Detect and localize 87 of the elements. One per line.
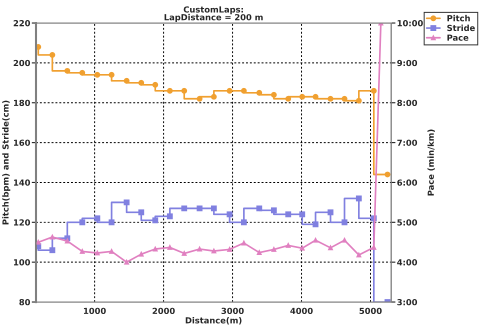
point bbox=[356, 98, 362, 104]
point bbox=[356, 195, 362, 202]
point bbox=[342, 96, 348, 102]
y-tick-label: 80 bbox=[19, 299, 30, 306]
point bbox=[64, 68, 70, 74]
point bbox=[152, 217, 158, 224]
point bbox=[167, 244, 172, 250]
point bbox=[342, 219, 348, 226]
y-tick-label: 220 bbox=[14, 20, 30, 26]
point bbox=[328, 96, 334, 102]
y-tick-label: 140 bbox=[14, 179, 30, 186]
point bbox=[79, 219, 86, 226]
legend-label: Pace bbox=[447, 34, 468, 41]
point bbox=[166, 88, 173, 94]
point bbox=[124, 199, 130, 206]
point bbox=[49, 247, 56, 254]
point bbox=[108, 219, 115, 226]
x-tick-label: 5000 bbox=[360, 308, 382, 314]
x-tick-label: 1000 bbox=[84, 308, 106, 314]
point bbox=[384, 172, 390, 178]
y-axis-title: Pitch(bpm) and Stride(cm) bbox=[2, 100, 10, 224]
point bbox=[196, 205, 203, 212]
point bbox=[124, 260, 130, 265]
y-tick-label: 100 bbox=[14, 259, 30, 266]
y2-tick-label: 7:00 bbox=[397, 140, 418, 146]
point bbox=[240, 88, 247, 94]
y-tick-label: 160 bbox=[14, 140, 30, 146]
point bbox=[166, 213, 173, 220]
point bbox=[342, 238, 347, 243]
point bbox=[152, 82, 158, 88]
point bbox=[370, 88, 377, 94]
y2-tick-label: 4:00 bbox=[397, 259, 418, 266]
point bbox=[313, 238, 318, 243]
y-tick-label: 120 bbox=[14, 219, 30, 226]
point bbox=[94, 215, 100, 222]
point bbox=[300, 246, 305, 251]
point bbox=[270, 92, 277, 98]
x-tick-label: 4000 bbox=[290, 308, 313, 314]
point bbox=[270, 207, 277, 214]
y2-axis-title: Pace (min/km) bbox=[427, 130, 435, 196]
point bbox=[181, 88, 188, 94]
point bbox=[108, 72, 115, 78]
point bbox=[138, 209, 144, 216]
point bbox=[256, 90, 262, 96]
point bbox=[312, 94, 318, 100]
y2-tick-label: 8:00 bbox=[397, 100, 418, 106]
y2-tick-label: 3:00 bbox=[397, 299, 418, 306]
point bbox=[94, 72, 100, 78]
point bbox=[181, 205, 188, 212]
point bbox=[240, 219, 247, 226]
point bbox=[79, 70, 86, 76]
point bbox=[285, 96, 292, 102]
point bbox=[312, 221, 318, 228]
y2-tick-label: 6:00 bbox=[397, 179, 418, 186]
point bbox=[299, 211, 306, 218]
point bbox=[271, 246, 276, 252]
point bbox=[299, 94, 306, 100]
y2-tick-label: 9:00 bbox=[397, 60, 418, 66]
legend-label: Stride bbox=[447, 24, 475, 32]
point bbox=[124, 78, 130, 84]
point bbox=[256, 205, 262, 212]
y-tick-label: 180 bbox=[14, 100, 30, 106]
point bbox=[196, 96, 203, 102]
point bbox=[227, 246, 232, 252]
point bbox=[109, 248, 114, 254]
chart-title: CustomLaps: LapDistance = 200 m bbox=[164, 6, 263, 22]
x-tick-label: 2000 bbox=[152, 308, 175, 314]
point bbox=[49, 52, 56, 58]
y-tick-label: 200 bbox=[14, 60, 30, 66]
point bbox=[138, 80, 144, 86]
point bbox=[285, 211, 292, 218]
point bbox=[328, 245, 333, 250]
point bbox=[286, 242, 291, 248]
point bbox=[210, 94, 217, 100]
point bbox=[210, 205, 217, 212]
point bbox=[182, 250, 187, 256]
y2-tick-label: 5:00 bbox=[397, 219, 418, 226]
point bbox=[226, 211, 233, 218]
x-tick-label: 3000 bbox=[222, 308, 244, 314]
x-axis-title: Distance(m) bbox=[186, 317, 242, 324]
point bbox=[226, 88, 233, 94]
y2-tick-label: 10:00 bbox=[398, 20, 423, 26]
point bbox=[138, 252, 144, 257]
point bbox=[328, 209, 334, 216]
legend-label: Pitch bbox=[447, 14, 470, 22]
point bbox=[80, 248, 85, 254]
point bbox=[36, 240, 41, 245]
